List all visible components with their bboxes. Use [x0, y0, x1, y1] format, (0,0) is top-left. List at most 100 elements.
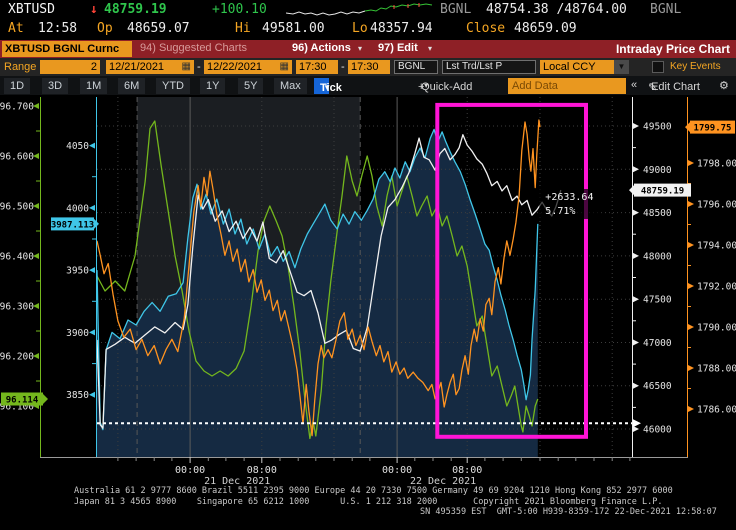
white-price-axis: 49500 49000 48500 48000 47500 47000 46500 46000 [632, 97, 672, 457]
chart-toolbar: 1D 3D 1M 6M YTD 1Y 5Y Max Tick ▼ + Quick… [0, 76, 736, 95]
calendar-icon: ▦ [181, 61, 191, 72]
actions-dropdown-icon[interactable]: ▾ [358, 44, 363, 53]
settings-gear-icon[interactable]: ⚙ [719, 80, 729, 92]
change-annotation-percent: 5.71% [545, 206, 575, 217]
green-axis-last-badge: 96.114 [1, 392, 48, 406]
date-from-field[interactable]: 12/21/2021 ▦ [106, 60, 194, 74]
svg-text:1798.00: 1798.00 [697, 159, 736, 170]
period-tab-1m[interactable]: 1M [80, 78, 108, 94]
calendar-icon: ▦ [279, 61, 289, 72]
svg-text:3900: 3900 [66, 328, 89, 339]
change-annotation-value: +2633.64 [545, 192, 593, 203]
currency-select[interactable]: Local CCY [540, 60, 614, 74]
at-label: At [8, 21, 24, 36]
svg-text:4000: 4000 [66, 203, 89, 214]
footer-session-info: SN 495359 EST GMT-5:00 H939-8359-172 22-… [420, 507, 717, 517]
quick-add-dropdown-icon: ▾ [424, 81, 429, 90]
collapse-panel-icon[interactable]: « [631, 79, 638, 91]
time-tick-label: 08:00 [452, 465, 482, 476]
svg-text:1794.00: 1794.00 [697, 241, 736, 252]
period-tab-1d[interactable]: 1D [4, 78, 31, 94]
svg-text:48000: 48000 [643, 251, 672, 262]
time-from-field[interactable]: 17:30 [296, 60, 338, 74]
svg-text:3987.113: 3987.113 [51, 220, 94, 230]
svg-text:1799.75: 1799.75 [694, 124, 732, 134]
quick-add-button[interactable]: + Quick-Add ▾ [418, 81, 473, 93]
low-label: Lo [352, 21, 368, 36]
green-price-axis: 96.700 96.600 96.500 96.400 96.300 96.200 96.1… [0, 97, 41, 457]
ask-source-label: BGNL [650, 2, 682, 17]
price-type-button[interactable]: Lst Trd/Lst P [442, 60, 536, 74]
comparison-series-orange [96, 119, 541, 437]
footer-contact-line2: Japan 81 3 4565 8900 Singapore 65 6212 1… [74, 496, 663, 507]
page-title: Intraday Price Chart [615, 42, 730, 56]
cyan-area-fill [97, 129, 538, 457]
low-line-arrow-icon [633, 419, 641, 428]
svg-text:96.600: 96.600 [0, 152, 34, 163]
time-tick-label: 00:00 [382, 465, 412, 476]
menu-actions[interactable]: 96) Actions [292, 42, 351, 54]
time-to-field[interactable]: 17:30 [348, 60, 390, 74]
at-time: 12:58 [38, 21, 78, 36]
svg-text:96.100: 96.100 [0, 402, 34, 413]
terminal-footer: Australia 61 2 9777 8600 Brazil 5511 239… [0, 486, 736, 518]
range-label: Range [4, 61, 37, 73]
orange-axis-last-badge: 1799.75 [685, 120, 735, 134]
open-label: Op [97, 21, 113, 36]
high-label: Hi [235, 21, 251, 36]
time-tick-label: 00:00 [175, 465, 205, 476]
key-events-checkbox[interactable] [652, 61, 664, 73]
period-tab-max[interactable]: Max [274, 78, 307, 94]
edit-dropdown-icon[interactable]: ▾ [428, 44, 433, 53]
bid-ask-quote: 48754.38 /48764.00 [486, 2, 627, 17]
time-separator: - [341, 61, 345, 73]
edit-chart-button[interactable]: ✎ Edit Chart [648, 81, 700, 94]
menu-bar: XBTUSD BGNL Curnc 94) Suggested Charts 9… [0, 40, 736, 58]
svg-text:1790.00: 1790.00 [697, 323, 736, 334]
date-label: 21 Dec 2021 [204, 476, 270, 486]
comparison-series-cyan [96, 128, 539, 431]
currency-dropdown-icon[interactable]: ▼ [614, 60, 629, 74]
menu-suggested-charts[interactable]: 94) Suggested Charts [140, 42, 248, 54]
svg-text:3850: 3850 [66, 390, 89, 401]
period-tab-6m[interactable]: 6M [118, 78, 146, 94]
interval-dropdown-icon: ▼ [323, 83, 331, 92]
time-tick-label: 08:00 [247, 465, 277, 476]
open-value: 48659.07 [127, 21, 190, 36]
svg-text:46500: 46500 [643, 381, 672, 392]
plus-icon: + [418, 81, 425, 93]
add-data-input[interactable]: Add Data [508, 78, 626, 94]
period-tab-3d[interactable]: 3D [42, 78, 69, 94]
pencil-icon: ✎ [648, 82, 658, 94]
svg-text:4050: 4050 [66, 141, 89, 152]
xbtusd-last-price-line [96, 134, 562, 429]
comparison-series-green [96, 120, 539, 440]
close-label: Close [466, 21, 506, 36]
cyan-axis-last-badge: 3987.113 [51, 217, 99, 231]
svg-text:96.114: 96.114 [6, 396, 39, 406]
menu-edit[interactable]: 97) Edit [378, 42, 418, 54]
svg-text:49500: 49500 [643, 122, 672, 133]
period-tab-1y[interactable]: 1Y [200, 78, 226, 94]
orange-price-axis: 1798.00 1796.00 1794.00 1792.00 1790.00 1788.… [687, 97, 736, 457]
last-price: 48759.19 [104, 2, 167, 17]
svg-text:96.700: 96.700 [0, 102, 34, 113]
period-tab-ytd[interactable]: YTD [156, 78, 190, 94]
date-label: 22 Dec 2021 [410, 476, 476, 486]
svg-text:96.500: 96.500 [0, 202, 34, 213]
security-field[interactable]: XBTUSD BGNL Curnc [2, 41, 132, 57]
svg-text:1796.00: 1796.00 [697, 200, 736, 211]
cyan-price-axis: 4050 4000 3950 3900 3850 [66, 97, 97, 457]
svg-text:48759.19: 48759.19 [641, 187, 684, 197]
high-value: 49581.00 [262, 21, 325, 36]
range-value-field[interactable]: 2 [40, 60, 100, 74]
interval-select[interactable]: Tick ▼ [314, 78, 342, 94]
quote-header-row1: XBTUSD ↓ 48759.19 +100.10 BGNL 48754.38 … [0, 0, 736, 19]
key-events-label[interactable]: Key Events [670, 61, 721, 72]
period-tab-5y[interactable]: 5Y [238, 78, 264, 94]
svg-text:1786.00: 1786.00 [697, 405, 736, 416]
date-to-field[interactable]: 12/22/2021 ▦ [204, 60, 292, 74]
source-button[interactable]: BGNL [394, 60, 438, 74]
